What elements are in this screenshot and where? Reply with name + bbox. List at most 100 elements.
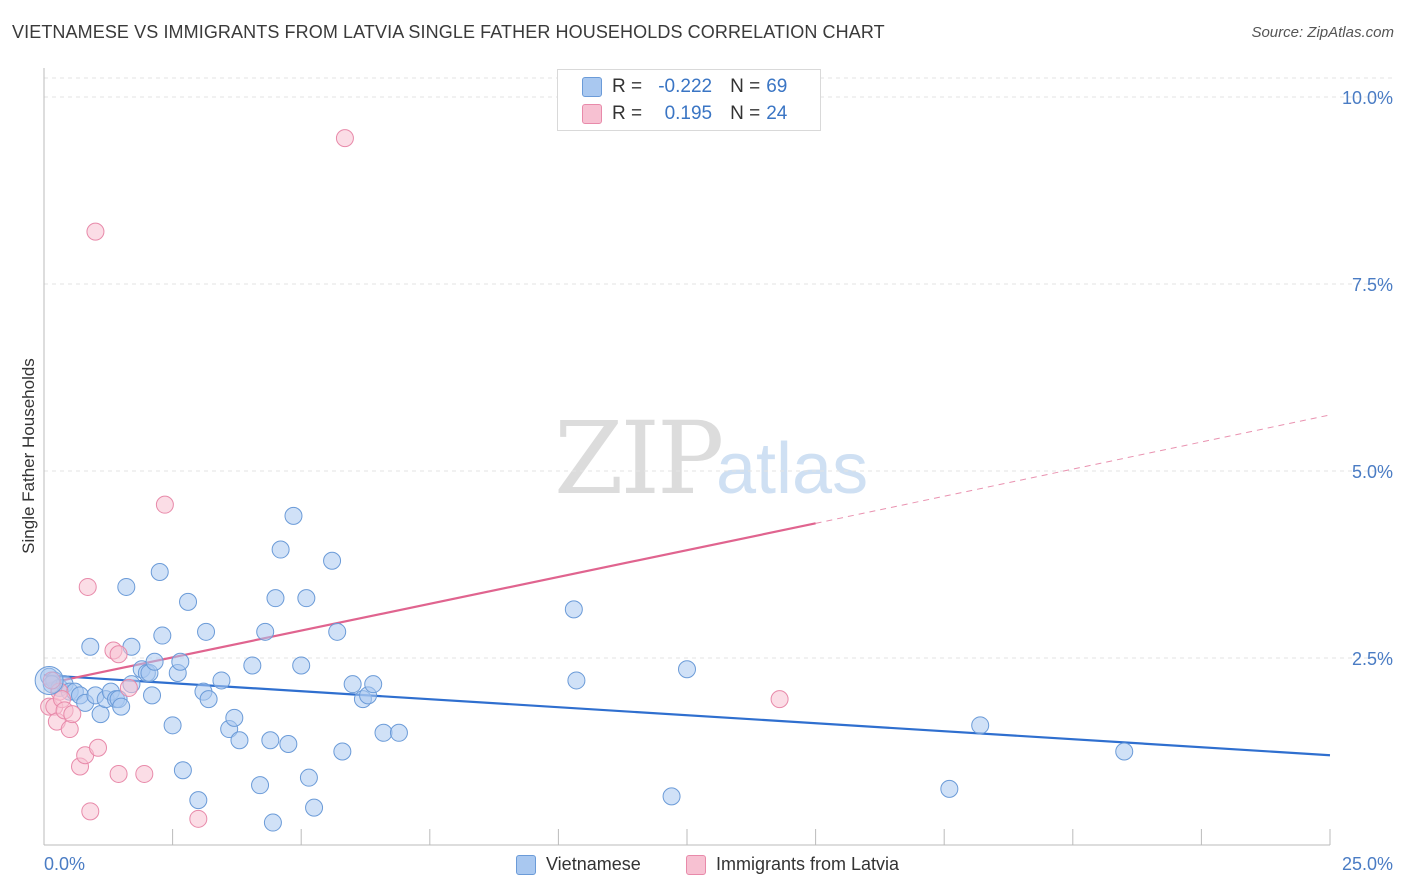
legend-label-vietnamese: Vietnamese [546, 854, 641, 874]
point-latvia [86, 222, 105, 241]
point-latvia [81, 802, 100, 821]
point-vietnamese [150, 562, 169, 581]
point-vietnamese [251, 776, 270, 795]
y-tick-label: 2.5% [1352, 649, 1393, 669]
point-vietnamese [261, 731, 280, 750]
axes [43, 68, 1331, 846]
point-vietnamese [297, 589, 316, 608]
point-vietnamese [678, 660, 696, 679]
point-vietnamese [225, 708, 244, 727]
point-latvia [63, 705, 82, 724]
point-vietnamese [364, 675, 383, 694]
series-legend: Vietnamese Immigrants from Latvia [0, 852, 1406, 878]
point-vietnamese [343, 675, 362, 694]
trend-line-vietnamese [43, 674, 1331, 757]
point-vietnamese [271, 540, 290, 559]
point-vietnamese [153, 626, 172, 645]
watermark-zip: ZIP [554, 400, 724, 517]
point-latvia [119, 678, 138, 697]
point-vietnamese [333, 742, 352, 761]
point-vietnamese [199, 690, 218, 709]
point-vietnamese [189, 791, 208, 810]
point-vietnamese [266, 589, 285, 608]
point-vietnamese [1115, 742, 1134, 761]
point-vietnamese [145, 652, 164, 671]
point-latvia [109, 645, 128, 664]
point-vietnamese [243, 656, 262, 675]
grid-lines [44, 77, 1395, 659]
legend-item-vietnamese[interactable]: Vietnamese [516, 854, 641, 875]
point-vietnamese [305, 798, 324, 817]
point-vietnamese [389, 723, 408, 742]
x-tick-label: 25.0% [1342, 854, 1393, 874]
point-latvia [135, 764, 154, 783]
r-label: R = [612, 103, 643, 124]
legend-swatch-latvia [582, 104, 602, 124]
point-vietnamese [163, 716, 182, 735]
point-latvia [89, 738, 108, 757]
point-vietnamese [328, 622, 347, 641]
point-vietnamese [323, 551, 342, 570]
point-vietnamese [662, 787, 681, 806]
chart-title: VIETNAMESE VS IMMIGRANTS FROM LATVIA SIN… [12, 22, 885, 42]
point-vietnamese [940, 779, 959, 798]
watermark-atlas: atlas [716, 429, 869, 509]
point-vietnamese [143, 686, 162, 705]
y-tick-label: 7.5% [1352, 275, 1393, 295]
stats-legend: R = -0.222 N = 69 R = 0.195 N = 24 [557, 69, 821, 131]
tick-labels: 2.5% 5.0% 7.5% 10.0% 0.0% 25.0% [44, 88, 1393, 874]
point-vietnamese-cluster [34, 665, 64, 695]
point-vietnamese [230, 731, 249, 750]
point-vietnamese [173, 761, 192, 780]
point-vietnamese [299, 768, 318, 787]
trend-line-latvia-extrapolated [815, 414, 1331, 524]
point-vietnamese [292, 656, 311, 675]
n-value: 69 [766, 76, 788, 97]
legend-row-latvia: R = 0.195 N = 24 [582, 101, 787, 127]
point-latvia [78, 577, 97, 596]
y-tick-label: 5.0% [1352, 462, 1393, 482]
point-vietnamese [197, 622, 216, 641]
point-vietnamese [212, 671, 231, 690]
n-label: N = [730, 103, 761, 124]
legend-item-latvia[interactable]: Immigrants from Latvia [686, 854, 899, 875]
point-vietnamese [171, 652, 190, 671]
legend-swatch-latvia [686, 854, 706, 875]
point-vietnamese [91, 705, 110, 724]
y-axis-title: Single Father Households [19, 358, 38, 554]
point-latvia [60, 720, 79, 739]
point-latvia [189, 809, 208, 828]
point-latvia [42, 671, 61, 690]
n-label: N = [730, 76, 761, 97]
point-vietnamese [564, 600, 583, 619]
point-vietnamese [279, 735, 298, 754]
point-vietnamese [112, 697, 131, 716]
legend-swatch-vietnamese [516, 854, 536, 875]
data-points [34, 129, 1134, 832]
r-label: R = [612, 76, 643, 97]
r-value: -0.222 [658, 76, 713, 97]
point-vietnamese [117, 577, 136, 596]
point-vietnamese [284, 506, 303, 525]
point-vietnamese [374, 723, 393, 742]
source-label: Source: ZipAtlas.com [1251, 24, 1394, 41]
point-vietnamese [567, 671, 586, 690]
point-vietnamese [971, 716, 990, 735]
point-vietnamese [263, 813, 282, 832]
legend-row-vietnamese: R = -0.222 N = 69 [582, 74, 787, 100]
legend-swatch-vietnamese [582, 77, 602, 97]
point-latvia [109, 764, 128, 783]
x-tick-label: 0.0% [44, 854, 85, 874]
point-latvia [770, 690, 789, 709]
r-value: 0.195 [664, 103, 713, 124]
point-vietnamese [256, 622, 275, 641]
point-vietnamese [179, 592, 198, 611]
point-latvia [155, 495, 174, 514]
y-tick-label: 10.0% [1342, 88, 1393, 108]
n-value: 24 [766, 103, 788, 124]
legend-label-latvia: Immigrants from Latvia [716, 854, 900, 874]
point-vietnamese [81, 637, 100, 656]
point-latvia [335, 129, 354, 148]
trend-lines [43, 414, 1331, 757]
